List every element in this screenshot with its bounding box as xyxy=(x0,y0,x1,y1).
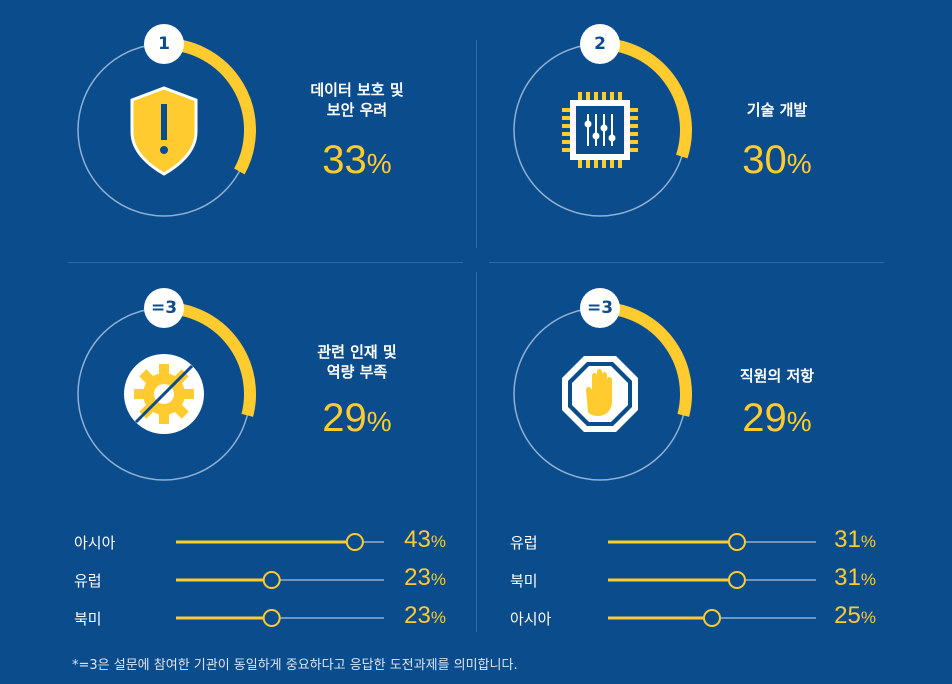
microchip-icon xyxy=(562,92,638,168)
region-label: 북미 xyxy=(510,572,538,590)
rank-badge: =3 xyxy=(580,288,620,328)
bar-row: 아시아 25% xyxy=(0,602,952,630)
bar-value-sign: % xyxy=(860,532,876,551)
percent-sign: % xyxy=(366,148,392,179)
bar-row: 아시아 43% xyxy=(0,526,952,554)
percent-value: 30 xyxy=(742,138,787,182)
region-label: 아시아 xyxy=(510,610,552,628)
rank-badge: 1 xyxy=(144,24,184,64)
gear-slash-icon xyxy=(124,354,204,434)
bar-marker xyxy=(703,609,721,627)
percent-value: 29 xyxy=(742,396,787,440)
region-label: 유럽 xyxy=(74,572,102,590)
challenge-percent: 29% xyxy=(702,396,852,441)
value-arc xyxy=(599,38,692,159)
value-arc xyxy=(163,38,256,175)
bar-marker xyxy=(727,533,746,551)
vertical-divider-top xyxy=(476,40,477,248)
bar-value-number: 31 xyxy=(834,526,861,553)
bar-track xyxy=(608,571,816,589)
bar-value: 23% xyxy=(376,602,446,630)
percent-sign: % xyxy=(366,406,392,437)
region-label: 북미 xyxy=(74,610,102,628)
bar-value-sign: % xyxy=(860,608,876,627)
horizontal-divider-left xyxy=(68,262,463,263)
vertical-divider-bottom xyxy=(476,272,477,632)
bar-value-sign: % xyxy=(430,532,446,551)
rank-badge: =3 xyxy=(144,288,184,328)
bar-value-number: 25 xyxy=(834,602,861,629)
bar-track xyxy=(176,533,384,551)
challenge-label: 데이터 보호 및 보안 우려 xyxy=(310,81,404,119)
bar-value: 31% xyxy=(806,526,876,554)
bar-track xyxy=(176,571,384,589)
horizontal-divider-right xyxy=(489,262,884,263)
bar-marker xyxy=(345,533,364,551)
value-arc xyxy=(163,302,256,417)
bar-value-number: 43 xyxy=(404,526,431,553)
footnote: *=3은 설문에 참여한 기관이 동일하게 중요하다고 응답한 도전과제를 의미… xyxy=(72,658,518,673)
challenge-percent: 33% xyxy=(282,138,432,183)
shield-exclamation-icon xyxy=(130,86,198,176)
challenge-percent: 29% xyxy=(282,396,432,441)
bar-track xyxy=(608,533,816,551)
bar-row: 북미 23% xyxy=(0,602,952,630)
bar-value-number: 23 xyxy=(404,564,431,591)
bar-value: 31% xyxy=(806,564,876,592)
region-label: 유럽 xyxy=(510,534,538,552)
bar-track xyxy=(176,609,384,627)
bar-row: 유럽 31% xyxy=(0,526,952,554)
value-arc xyxy=(599,302,692,417)
region-label: 아시아 xyxy=(74,534,116,552)
bar-track xyxy=(608,609,816,627)
bar-value: 23% xyxy=(376,564,446,592)
challenge-label: 관련 인재 및 역량 부족 xyxy=(317,343,397,381)
bar-marker xyxy=(262,571,281,589)
percent-value: 33 xyxy=(322,138,367,182)
bar-value: 25% xyxy=(806,602,876,630)
bar-value-sign: % xyxy=(430,570,446,589)
bar-value-number: 23 xyxy=(404,602,431,629)
rank-badge: 2 xyxy=(580,24,620,64)
percent-sign: % xyxy=(786,148,812,179)
challenge-percent: 30% xyxy=(702,138,852,183)
stop-hand-icon xyxy=(562,356,638,432)
bar-row: 유럽 23% xyxy=(0,564,952,592)
bar-marker xyxy=(262,609,281,627)
challenge-label: 직원의 저항 xyxy=(739,367,815,385)
bar-value-number: 31 xyxy=(834,564,861,591)
bar-marker xyxy=(727,571,746,589)
bar-row: 북미 31% xyxy=(0,564,952,592)
percent-sign: % xyxy=(786,406,812,437)
challenge-label: 기술 개발 xyxy=(746,101,808,119)
bar-value-sign: % xyxy=(860,570,876,589)
bar-value-sign: % xyxy=(430,608,446,627)
bar-value: 43% xyxy=(376,526,446,554)
percent-value: 29 xyxy=(322,396,367,440)
